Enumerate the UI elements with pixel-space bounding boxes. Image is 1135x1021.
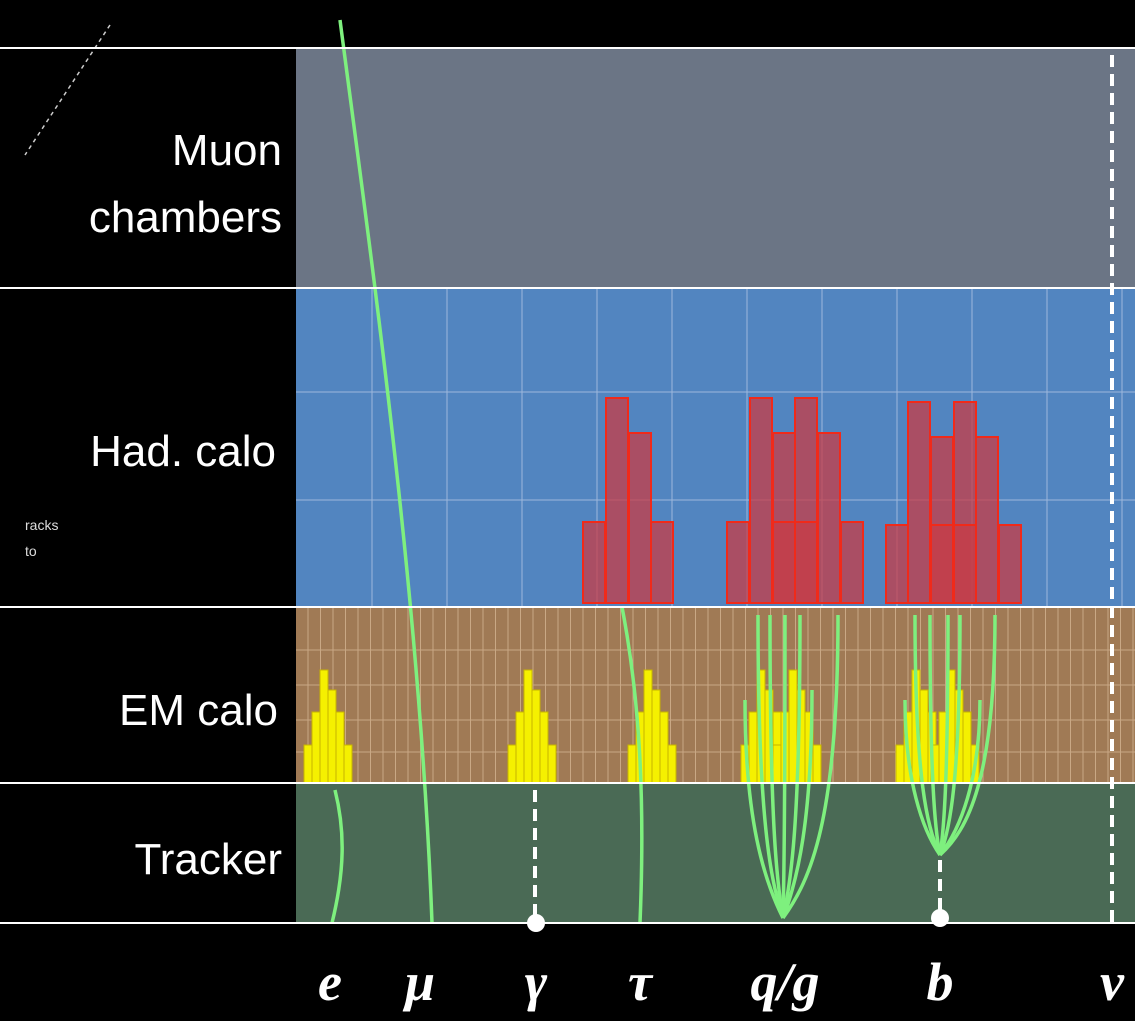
hadronic-deposit	[651, 522, 673, 603]
layer-label: chambers	[89, 193, 282, 242]
em-deposit	[896, 745, 904, 783]
particle-label: q/g	[750, 952, 819, 1012]
hadronic-deposit	[976, 437, 998, 603]
em-deposit	[668, 745, 676, 783]
hadronic-deposit	[727, 522, 749, 603]
page: {"layers": [ {"lines": ["Muon", "chamber…	[0, 0, 1135, 1021]
em-deposit	[628, 745, 636, 783]
hadronic-deposit	[999, 525, 1021, 603]
hadronic-deposit	[606, 398, 628, 603]
tracker-layer	[296, 783, 1135, 923]
em-deposit	[749, 712, 757, 783]
em-deposit	[660, 712, 668, 783]
hadronic-deposit	[750, 398, 772, 603]
em-deposit	[963, 712, 971, 783]
hadronic-deposit	[886, 525, 908, 603]
track	[783, 615, 785, 918]
em-deposit	[773, 745, 781, 783]
em-deposit	[548, 745, 556, 783]
em-deposit	[344, 745, 352, 783]
hadronic-deposit	[795, 522, 817, 603]
em-deposit	[532, 690, 540, 783]
particle-label: e	[318, 952, 342, 1012]
em-deposit	[336, 712, 344, 783]
hadronic-deposit	[773, 522, 795, 603]
hadronic-deposit	[954, 525, 976, 603]
hadronic-deposit	[931, 525, 953, 603]
hadronic-deposit	[583, 522, 605, 603]
hadronic-deposit	[818, 433, 840, 603]
particle-label: μ	[402, 952, 435, 1012]
hadronic-deposit	[629, 433, 651, 603]
detector-diagram: Muon chambers Had. calo racks to EM calo…	[0, 0, 1135, 1021]
em-deposit	[524, 670, 532, 783]
em-deposit	[516, 712, 524, 783]
particle-label: b	[927, 952, 954, 1012]
em-deposit	[652, 690, 660, 783]
layer-label: Tracker	[135, 835, 283, 884]
layer-label: Muon	[172, 126, 282, 175]
hadronic-deposit	[841, 522, 863, 603]
vertex-dot	[931, 909, 949, 927]
particle-label: τ	[628, 952, 654, 1012]
em-deposit	[320, 670, 328, 783]
em-deposit	[508, 745, 516, 783]
layer-label: Had. calo	[90, 427, 276, 476]
em-deposit	[813, 745, 821, 783]
em-deposit	[312, 712, 320, 783]
em-deposit	[304, 745, 312, 783]
em-deposit	[540, 712, 548, 783]
hadronic-deposit	[908, 402, 930, 603]
em-deposit	[789, 670, 797, 783]
particle-label: ν	[1100, 952, 1125, 1012]
particle-label: γ	[525, 952, 548, 1012]
layer-label: EM calo	[119, 686, 278, 735]
note: racks	[25, 517, 58, 533]
note: to	[25, 543, 37, 559]
muon-layer	[296, 48, 1135, 288]
em-deposit	[644, 670, 652, 783]
vertex-dot	[527, 914, 545, 932]
em-deposit	[328, 690, 336, 783]
